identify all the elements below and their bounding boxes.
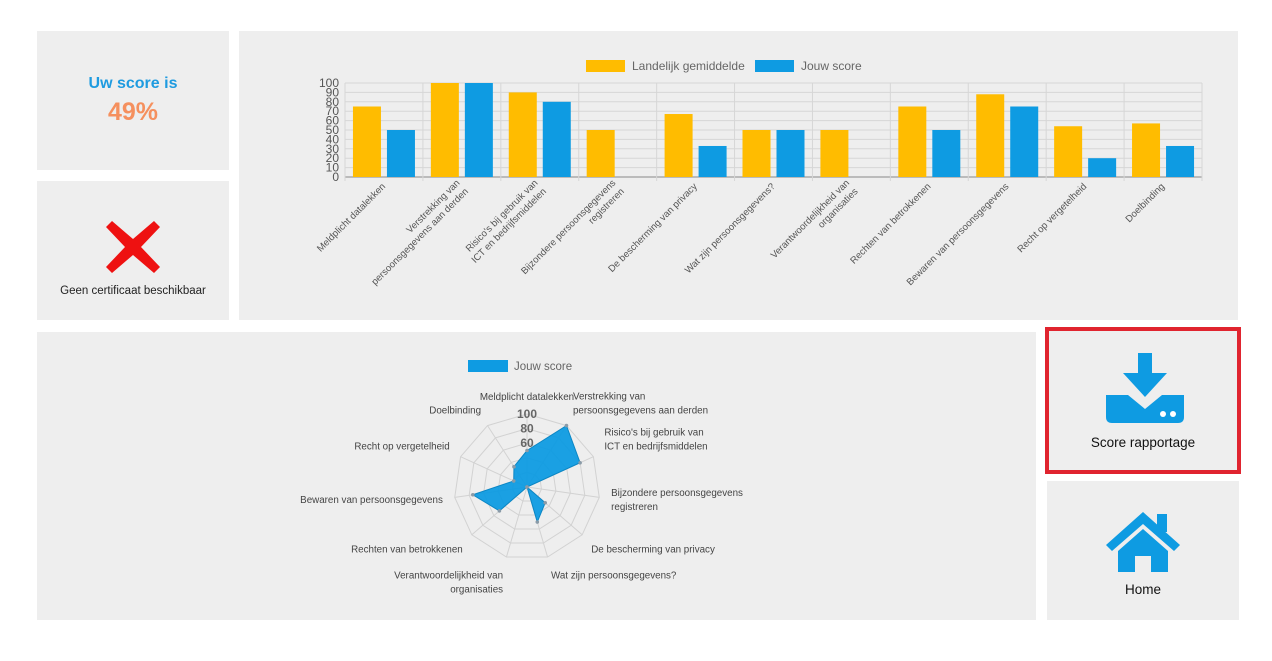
home-label: Home [1124, 582, 1161, 597]
bar-landelijk-4 [664, 114, 693, 177]
radar-axis-label: Doelbinding [429, 405, 481, 416]
legend-label-jouw: Jouw score [801, 59, 862, 73]
bar-jouw-5 [776, 130, 805, 177]
home-panel: Home [1047, 481, 1239, 620]
bar-jouw-4 [698, 145, 727, 177]
cross-icon [106, 221, 160, 273]
bar-landelijk-2 [508, 92, 537, 177]
bar-landelijk-5 [742, 130, 771, 177]
home-button[interactable]: Home [1047, 481, 1239, 620]
radar-point-7 [497, 509, 502, 513]
radar-point-0 [525, 448, 529, 453]
radar-axis-label: Wat zijn persoonsgegevens? [551, 571, 677, 582]
radar-axis-label: Rechten van betrokkenen [351, 545, 463, 556]
download-icon [1106, 353, 1184, 423]
radar-point-6 [525, 485, 529, 489]
bar-jouw-10 [1166, 145, 1195, 177]
score-label: Uw score is [88, 75, 178, 92]
bar-jouw-2 [542, 101, 571, 177]
bar-chart-legend: Landelijk gemiddelde Jouw score [586, 59, 862, 73]
radar-grid-ring [454, 413, 600, 558]
bar-x-tick-label: Rechten van betrokkenen [848, 181, 933, 266]
score-panel: Uw score is 49% [37, 31, 229, 170]
score-report-button[interactable]: Score rapportage [1045, 327, 1241, 474]
radar-series-jouw [471, 424, 581, 524]
bar-x-tick-label: Recht op vergetelheid [1015, 181, 1089, 255]
radar-axis-label: Meldplicht datalekken [480, 392, 574, 403]
bar-y-tick-label: 40 [326, 132, 340, 146]
legend-swatch-radar-jouw [468, 360, 508, 372]
radar-point-1 [564, 423, 569, 428]
bar-landelijk-6 [820, 130, 849, 177]
radar-tick-label: 80 [520, 422, 534, 436]
radar-chart-legend: Jouw score [468, 360, 572, 373]
radar-point-8 [471, 492, 475, 497]
home-icon [1106, 512, 1180, 572]
bar-landelijk-8 [976, 94, 1005, 177]
radar-point-10 [512, 464, 516, 469]
legend-swatch-jouw [755, 60, 794, 72]
bar-jouw-1 [464, 83, 493, 177]
bar-y-tick-label: 80 [326, 95, 340, 109]
certificate-panel: Geen certificaat beschikbaar [37, 181, 229, 320]
radar-axis-label: Recht op vergetelheid [354, 442, 449, 453]
radar-tick-label: 100 [517, 407, 537, 421]
bar-landelijk-3 [586, 130, 615, 177]
bar-y-tick-label: 100 [319, 76, 339, 90]
radar-spoke [526, 486, 600, 498]
bar-y-tick-label: 10 [326, 161, 340, 175]
bar-chart-panel: Landelijk gemiddelde Jouw score 0 10 20 30 4… [239, 31, 1238, 320]
bar-x-tick-label: Meldplicht datalekken [315, 181, 388, 254]
bar-x-tick-label: Wat zijn persoonsgegevens? [683, 181, 778, 276]
bar-x-tick-label: Doelbinding [1124, 181, 1168, 225]
radar-axis-label: Verantwoordelijkheid van organisaties [394, 571, 503, 596]
radar-axis-label: Verstrekking van persoonsgegevens aan der… [573, 391, 708, 416]
bar-y-tick-label: 90 [326, 85, 340, 99]
radar-axis-label: De bescherming van privacy [591, 545, 715, 556]
bar-y-tick-label: 60 [326, 114, 340, 128]
radar-point-2 [578, 460, 582, 465]
bar-jouw-7 [932, 130, 961, 177]
radar-chart-panel: Jouw score 60 80 100 Meldplicht datalekken… [37, 332, 1036, 620]
bar-jouw-8 [1010, 106, 1039, 177]
radar-point-5 [535, 520, 540, 524]
bar-y-tick-label: 0 [332, 170, 339, 184]
radar-axis-label: Bewaren van persoonsgegevens [300, 495, 443, 506]
bar-landelijk-7 [898, 106, 927, 177]
bar-jouw-0 [386, 130, 415, 177]
bar-landelijk-10 [1132, 123, 1161, 177]
score-report-label: Score rapportage [1090, 435, 1196, 450]
bar-landelijk-0 [352, 106, 381, 177]
bar-y-tick-label: 70 [326, 104, 340, 118]
bar-y-tick-label: 30 [326, 142, 340, 156]
legend-label-landelijk: Landelijk gemiddelde [632, 59, 745, 73]
legend-swatch-landelijk [586, 60, 625, 72]
bar-y-tick-label: 20 [326, 151, 340, 165]
certificate-label: Geen certificaat beschikbaar [60, 285, 206, 297]
bar-y-tick-label: 50 [326, 123, 340, 137]
legend-label-radar-jouw: Jouw score [514, 361, 572, 373]
bar-x-tick-label: Verantwoordelijkheid vanorganisaties [769, 178, 861, 270]
bar-chart: Landelijk gemiddelde Jouw score 01020304… [315, 59, 1203, 288]
radar-tick-label: 60 [520, 436, 534, 450]
radar-point-4 [543, 500, 548, 505]
bar-landelijk-1 [430, 83, 459, 177]
bar-jouw-9 [1088, 158, 1117, 177]
radar-axis-label: Bijzondere persoonsgegevens registreren [611, 488, 743, 513]
bar-landelijk-9 [1054, 126, 1083, 177]
radar-axis-label: Risico's bij gebruik van ICT en bedrijfsm… [604, 428, 707, 453]
score-value: 49% [107, 98, 159, 126]
radar-spoke [505, 486, 528, 558]
radar-point-9 [511, 479, 516, 483]
